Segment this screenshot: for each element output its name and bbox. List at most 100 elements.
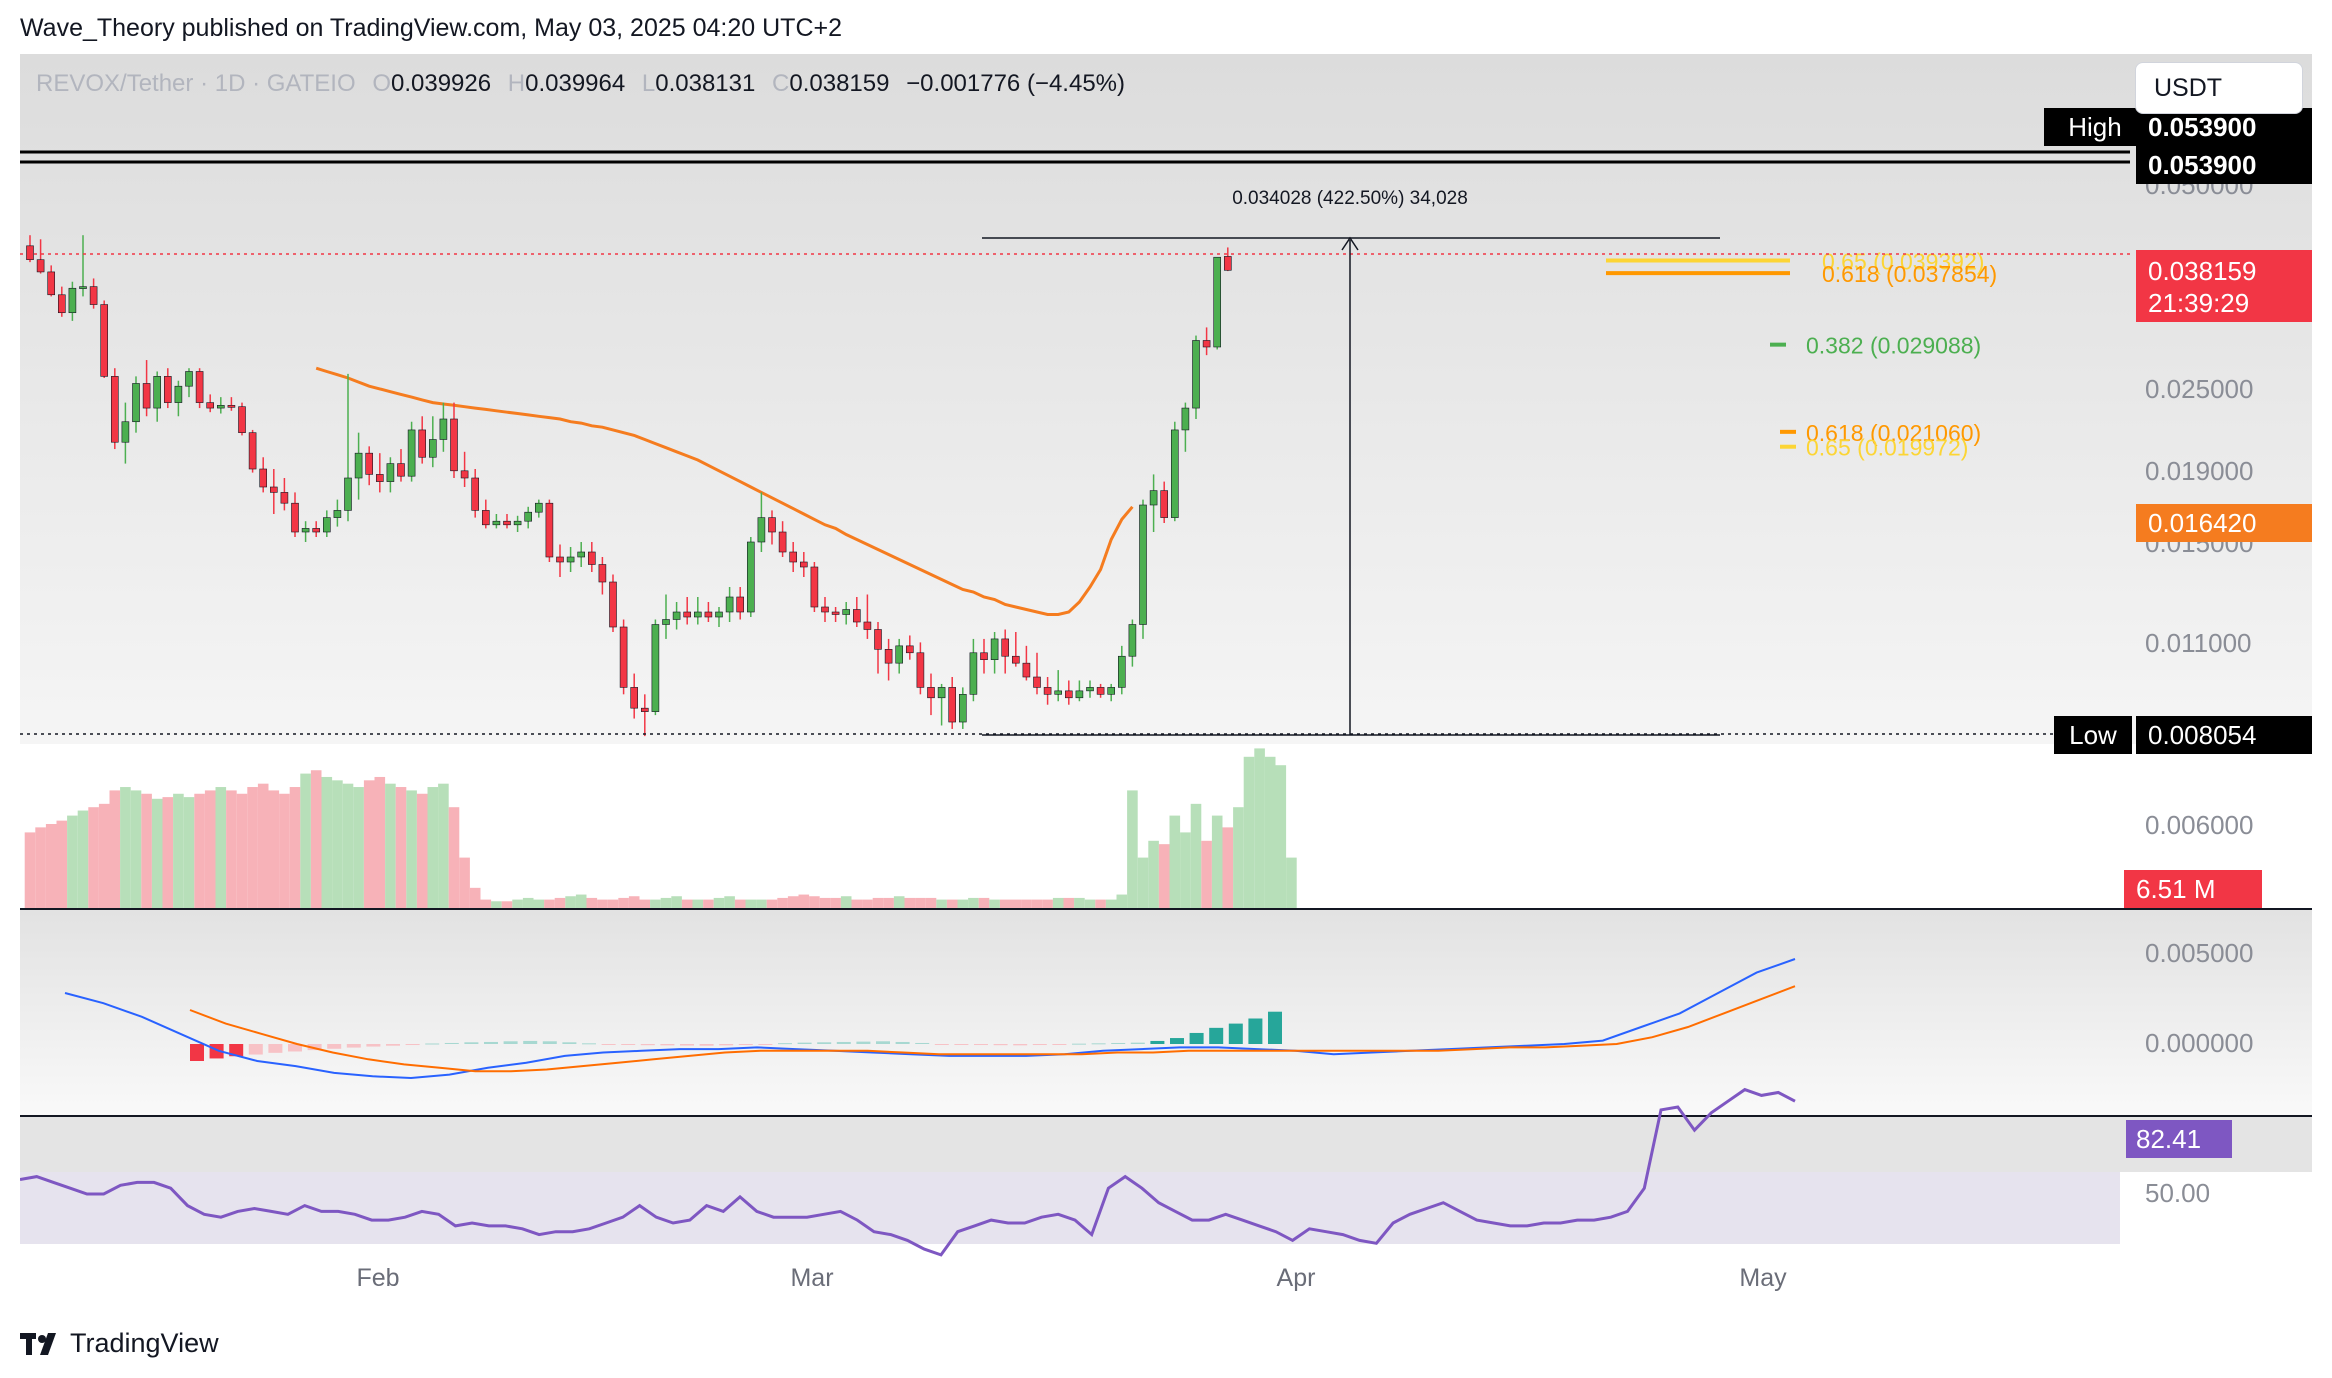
volume-bar: [353, 787, 364, 908]
publisher-line: Wave_Theory published on TradingView.com…: [20, 14, 842, 42]
volume-bar: [713, 897, 725, 908]
candle-body: [905, 645, 914, 654]
candle-body: [852, 609, 861, 623]
fib-level-label: 0.382 (0.029088): [1806, 333, 1981, 359]
macd-histogram-bar: [582, 1043, 596, 1045]
candle-body: [407, 429, 416, 477]
candle-body: [1022, 662, 1031, 678]
volume-bar: [522, 897, 534, 908]
volume-bar: [544, 899, 555, 908]
candle-body: [524, 511, 533, 522]
high-value: 0.039964: [525, 70, 626, 97]
macd-histogram-bar: [1032, 1044, 1047, 1046]
volume-bar: [671, 896, 682, 908]
candle-body: [185, 371, 193, 387]
fib-level-label: 0.65 (0.019972): [1806, 435, 1968, 461]
candle-body: [651, 624, 660, 712]
candle-body: [195, 371, 204, 403]
y-tick-0019: 0.019000: [2145, 456, 2253, 486]
volume-bar: [766, 899, 778, 908]
measure-label: 0.034028 (422.50%) 34,028: [1232, 188, 1468, 209]
candle-body: [630, 687, 639, 709]
volume-bar: [385, 783, 396, 908]
currency-selector[interactable]: USDT: [2135, 62, 2303, 114]
low-label: L: [641, 70, 656, 97]
macd-histogram-bar: [719, 1044, 734, 1046]
volume-bar: [1211, 815, 1223, 908]
volume-bar: [45, 824, 57, 908]
candle-body: [958, 694, 967, 723]
volume-bar: [183, 797, 195, 908]
volume-bar: [141, 793, 152, 908]
candle-body: [153, 376, 161, 409]
candle-body: [492, 520, 501, 526]
ema-label: 0.016420: [2136, 504, 2312, 542]
volume-bar: [724, 896, 735, 908]
tradingview-brand[interactable]: TradingView: [20, 1328, 219, 1359]
candle-body: [397, 463, 405, 477]
candle-body: [111, 376, 119, 443]
low-value-text: 0.008054: [2148, 720, 2256, 750]
candle-body: [704, 611, 713, 618]
macd-histogram-bar: [405, 1044, 420, 1046]
high-value-box: [2136, 108, 2312, 146]
candle-body: [217, 405, 225, 409]
volume-bar: [480, 899, 492, 908]
ema-value-text: 0.016420: [2148, 508, 2256, 538]
candle-body: [619, 626, 628, 688]
volume-bar: [1233, 807, 1244, 908]
volume-bar: [395, 787, 407, 908]
volume-bar: [448, 807, 460, 908]
macd-histogram-bar: [934, 1044, 949, 1045]
volume-bar: [67, 815, 78, 908]
candle-body: [142, 383, 151, 409]
open-label: O: [372, 70, 391, 97]
tradingview-logo-icon: [20, 1331, 62, 1357]
candle-body: [513, 520, 522, 526]
macd-histogram-bar: [974, 1044, 988, 1046]
volume-bar: [915, 897, 926, 908]
candle-body: [1149, 490, 1158, 506]
volume-bar: [851, 899, 863, 908]
macd-histogram-bar: [386, 1044, 400, 1046]
macd-histogram-bar: [1170, 1038, 1184, 1044]
chart-area[interactable]: 0.65 (0.039392) 0.618 (0.037854) 0.382 (0.…: [19, 54, 2312, 1310]
volume-bar: [1243, 756, 1255, 908]
volume-bar: [257, 783, 269, 908]
volume-bar: [1169, 815, 1181, 908]
measure-arrow-head: [1341, 236, 1359, 251]
macd-histogram-bar: [993, 1044, 1008, 1046]
candle-body: [1011, 655, 1020, 664]
candle-body: [969, 652, 978, 695]
high-label: High 0.053900 0.053900: [2044, 108, 2312, 184]
macd-histogram-bar: [1091, 1043, 1106, 1045]
volume-bar: [554, 897, 566, 908]
candle-body: [238, 406, 246, 433]
volume-bar: [1180, 832, 1191, 908]
y-tick-0011: 0.011000: [2145, 628, 2252, 658]
volume-bar: [363, 780, 375, 908]
volume-bar: [745, 899, 757, 908]
candle-body: [937, 687, 946, 699]
volume-bar: [989, 899, 1000, 908]
macd-histogram-bar: [1072, 1043, 1086, 1045]
candle-body: [789, 551, 798, 563]
candle-body: [100, 304, 108, 377]
candle-body: [778, 531, 787, 553]
candle-body: [322, 517, 331, 533]
volume-bar: [840, 896, 852, 908]
macd-histogram-bar: [758, 1044, 773, 1045]
candle-body: [386, 463, 395, 482]
volume-bar: [501, 901, 513, 908]
chart-svg[interactable]: 0.65 (0.039392)0.618 (0.037854) 0.382 (0.…: [19, 54, 2312, 1310]
macd-histogram-bar: [268, 1044, 283, 1053]
candle-body: [1181, 407, 1190, 431]
volume-bar: [1052, 897, 1064, 908]
macd-histogram-bar: [1111, 1042, 1126, 1044]
measure-tool[interactable]: 0.034028 (422.50%) 34,028: [982, 188, 1720, 736]
rsi-line: [19, 1087, 1796, 1257]
macd-histogram-bar: [542, 1041, 557, 1044]
candle-body: [1128, 624, 1137, 657]
volume-bar: [162, 797, 174, 908]
candle-body: [768, 517, 776, 533]
